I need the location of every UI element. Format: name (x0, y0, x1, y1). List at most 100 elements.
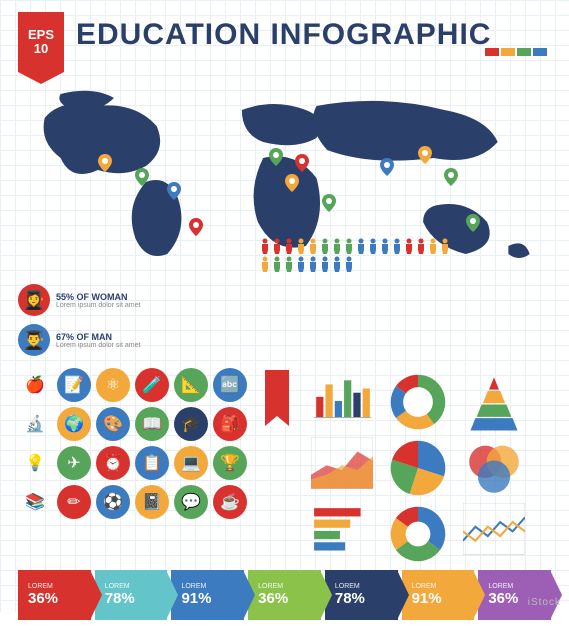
arrow-box: LOREM36% (248, 570, 321, 620)
map-pin-icon (269, 148, 283, 166)
bookmark-icon (265, 370, 289, 426)
man-lorem: Lorem ipsum dolor sit amet (56, 342, 140, 349)
avatar-man-icon: 👨‍🎓 (18, 324, 50, 356)
arrow-value: 91% (181, 590, 244, 607)
arrow-label: LOREM (181, 583, 244, 590)
person-icon (284, 238, 294, 254)
pyramid-chart (463, 371, 525, 425)
radial-chart (387, 503, 449, 557)
map-pin-icon (295, 154, 309, 172)
arrow-label: LOREM (412, 583, 475, 590)
arrow-value: 36% (28, 590, 91, 607)
edu-icon: 🏆 (213, 446, 247, 480)
arrow-box: LOREM91% (171, 570, 244, 620)
person-icon (428, 238, 438, 254)
man-pct: 67% OF MAN (56, 332, 140, 342)
map-pin-icon (380, 158, 394, 176)
person-icon (440, 238, 450, 254)
person-icon (392, 238, 402, 254)
edu-icon: 💡 (18, 446, 52, 480)
hbar-chart (311, 503, 373, 557)
map-pin-icon (466, 214, 480, 232)
map-pin-icon (167, 182, 181, 200)
venn-chart (463, 437, 525, 491)
edu-icon: 📚 (18, 485, 52, 519)
pie-chart (387, 437, 449, 491)
edu-icon: 📖 (135, 407, 169, 441)
page-title: EDUCATION INFOGRAPHIC (76, 18, 491, 52)
arrow-box: LOREM78% (325, 570, 398, 620)
edu-icon: ⏰ (96, 446, 130, 480)
arrow-box: LOREM36% (478, 570, 551, 620)
charts-grid (307, 368, 529, 560)
person-icon (320, 238, 330, 254)
edu-icon: 🌍 (57, 407, 91, 441)
edu-icon: 💬 (174, 485, 208, 519)
edu-icon: 🎓 (174, 407, 208, 441)
map-pin-icon (418, 146, 432, 164)
stat-man: 👨‍🎓 67% OF MAN Lorem ipsum dolor sit ame… (18, 324, 168, 356)
arrow-value: 78% (105, 590, 168, 607)
edu-icon: 🎒 (213, 407, 247, 441)
edu-icon: ✈ (57, 446, 91, 480)
edu-icon: ☕ (213, 485, 247, 519)
arrow-label: LOREM (258, 583, 321, 590)
person-icon (284, 256, 294, 272)
person-icon (368, 238, 378, 254)
person-icon (296, 256, 306, 272)
person-icon (416, 238, 426, 254)
edu-icon: 🎨 (96, 407, 130, 441)
icon-grid: 🍎📝⚛🧪📐🔤🔬🌍🎨📖🎓🎒💡✈⏰📋💻🏆📚✏⚽📓💬☕ (18, 368, 247, 560)
bar-chart (311, 371, 373, 425)
map-pin-icon (444, 168, 458, 186)
person-icon (332, 256, 342, 272)
person-icon (332, 238, 342, 254)
arrow-label: LOREM (105, 583, 168, 590)
map-pin-icon (322, 194, 336, 212)
woman-pct: 55% OF WOMAN (56, 292, 140, 302)
edu-icon: 🔤 (213, 368, 247, 402)
eps-num: 10 (34, 42, 48, 56)
edu-icon: 🍎 (18, 368, 52, 402)
map-pin-icon (285, 174, 299, 192)
edu-icon: ⚽ (96, 485, 130, 519)
person-icon (380, 238, 390, 254)
map-pin-icon (98, 154, 112, 172)
edu-icon: 📐 (174, 368, 208, 402)
person-icon (404, 238, 414, 254)
arrow-boxes: LOREM36%LOREM78%LOREM91%LOREM36%LOREM78%… (18, 570, 551, 620)
edu-icon: 📋 (135, 446, 169, 480)
person-icon (308, 256, 318, 272)
line-chart (463, 503, 525, 557)
watermark: iStock (528, 597, 561, 608)
edu-icon: 🧪 (135, 368, 169, 402)
person-icon (320, 256, 330, 272)
donut-chart (387, 371, 449, 425)
area-chart (311, 437, 373, 491)
person-icon (272, 256, 282, 272)
person-icon (296, 238, 306, 254)
arrow-label: LOREM (488, 583, 551, 590)
arrow-value: 78% (335, 590, 398, 607)
arrow-label: LOREM (28, 583, 91, 590)
arrow-box: LOREM78% (95, 570, 168, 620)
people-icons (260, 238, 460, 272)
stat-woman: 👩‍🎓 55% OF WOMAN Lorem ipsum dolor sit a… (18, 284, 168, 316)
eps-text: EPS (28, 28, 54, 42)
person-icon (260, 256, 270, 272)
arrow-label: LOREM (335, 583, 398, 590)
person-icon (344, 238, 354, 254)
person-icon (272, 238, 282, 254)
arrow-box: LOREM36% (18, 570, 91, 620)
edu-icon: ✏ (57, 485, 91, 519)
arrow-box: LOREM91% (402, 570, 475, 620)
edu-icon: 🔬 (18, 407, 52, 441)
eps-badge: EPS 10 (18, 12, 64, 72)
map-pin-icon (135, 168, 149, 186)
avatar-woman-icon: 👩‍🎓 (18, 284, 50, 316)
edu-icon: ⚛ (96, 368, 130, 402)
arrow-value: 36% (258, 590, 321, 607)
person-icon (344, 256, 354, 272)
person-icon (356, 238, 366, 254)
edu-icon: 📝 (57, 368, 91, 402)
